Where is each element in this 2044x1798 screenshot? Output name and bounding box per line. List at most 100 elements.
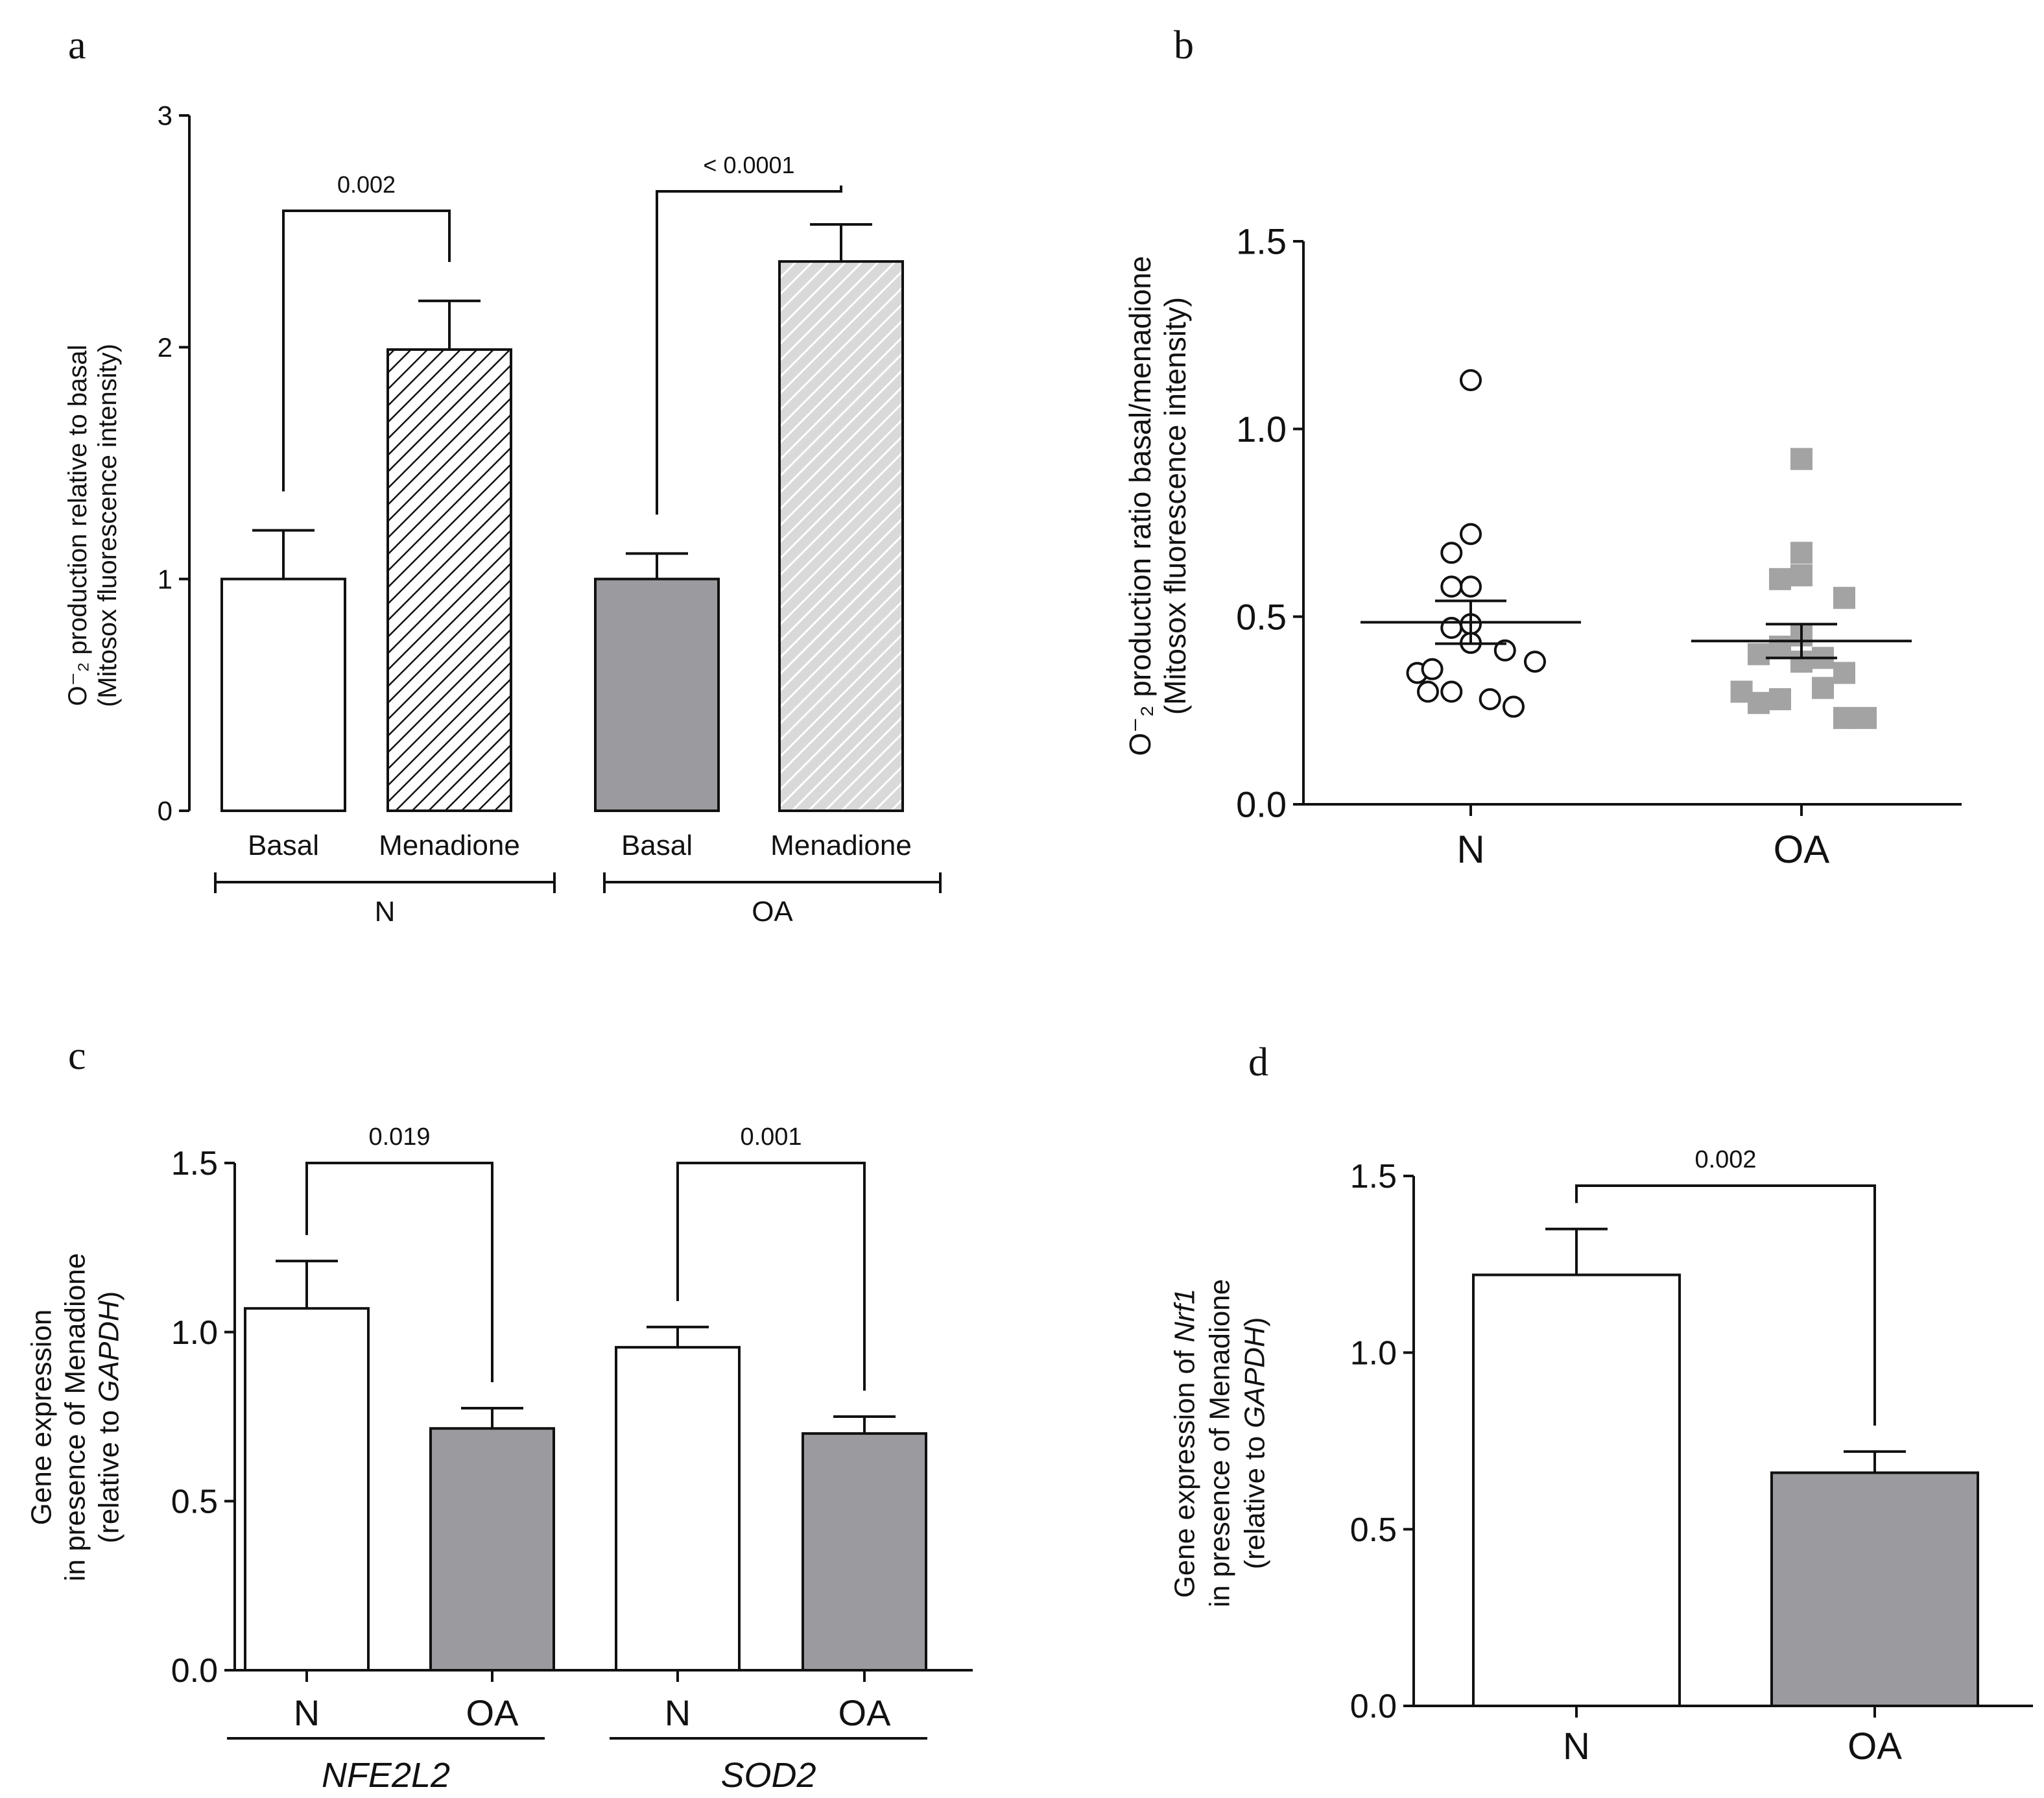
- x-tick-label: OA: [1848, 1725, 1902, 1768]
- data-point: [1493, 639, 1516, 662]
- bar: [802, 1432, 927, 1672]
- data-point: [1417, 680, 1439, 703]
- data-point: [1421, 658, 1444, 680]
- data-point: [1460, 369, 1482, 392]
- y-tick-label: 3: [158, 101, 172, 131]
- y-axis-label-line: (Mitosox fluorescence intensity): [93, 344, 122, 707]
- y-tick-label: 1.0: [1236, 409, 1287, 450]
- y-tick-label: 0.0: [1236, 784, 1287, 825]
- label-segment: ): [1239, 1317, 1270, 1327]
- label-segment: ): [93, 1291, 125, 1301]
- data-point: [1460, 575, 1482, 598]
- y-axis-label: Gene expression of Nrf1 in presence of Me…: [1169, 1279, 1270, 1607]
- significance-bracket: [1575, 1184, 1876, 1426]
- data-point: [1790, 448, 1812, 470]
- bar: [778, 260, 904, 812]
- significance-bracket: [305, 1162, 493, 1382]
- x-tick-label: N: [665, 1692, 691, 1733]
- data-point: [1440, 575, 1463, 598]
- x-tick-label: N: [294, 1692, 320, 1733]
- y-tick-label: 0.0: [171, 1652, 218, 1690]
- y-axis-label-line: Gene expression of Nrf1: [1169, 1289, 1200, 1598]
- data-point: [1833, 706, 1855, 729]
- x-tick-label: OA: [838, 1692, 892, 1733]
- y-tick-label: 1.0: [1350, 1335, 1397, 1372]
- label-segment: Gene expression of: [1169, 1343, 1200, 1598]
- y-tick-label: 1.5: [1236, 221, 1287, 262]
- group-label: OA: [752, 896, 793, 928]
- bar: [429, 1427, 555, 1672]
- data-point: [1748, 691, 1770, 714]
- data-point: [1833, 586, 1855, 609]
- x-tick-label: N: [1456, 828, 1484, 871]
- data-point: [1812, 677, 1834, 699]
- y-axis-label-line: in presence of Menadione: [1204, 1279, 1235, 1607]
- x-tick-label: Basal: [248, 830, 319, 861]
- panel-label: c: [68, 1034, 86, 1078]
- data-point: [1769, 568, 1791, 590]
- y-tick-label: 1.5: [1350, 1158, 1397, 1195]
- panel-label: d: [1248, 1040, 1268, 1085]
- bar: [594, 577, 720, 813]
- data-point: [1748, 643, 1770, 665]
- data-point: [1479, 688, 1501, 710]
- y-axis-label-line: O⁻₂ production relative to basal: [64, 345, 92, 706]
- significance-bracket: [656, 185, 842, 515]
- bar: [1770, 1471, 1979, 1708]
- y-axis-label-line: (relative to GAPDH): [93, 1291, 125, 1544]
- data-point: [1769, 688, 1791, 710]
- y-axis-label-line: in presence of Menadione: [59, 1253, 91, 1581]
- significance-bracket: [676, 1162, 866, 1391]
- p-value-label: 0.002: [337, 171, 396, 198]
- p-value-label: 0.019: [368, 1123, 430, 1151]
- bar: [220, 577, 346, 813]
- p-value-label: < 0.0001: [703, 152, 794, 178]
- label-segment: GAPDH: [1239, 1326, 1270, 1428]
- panel-label: b: [1174, 23, 1194, 67]
- y-axis-label: O⁻₂ production relative to basal (Mitosox…: [64, 344, 122, 707]
- label-segment: (relative to: [93, 1402, 125, 1544]
- y-tick-label: 1.5: [171, 1145, 218, 1182]
- panel-label: a: [68, 23, 86, 67]
- x-tick-label: Menadione: [379, 830, 520, 861]
- data-point: [1790, 564, 1812, 587]
- y-tick-label: 0.5: [171, 1483, 218, 1521]
- x-tick-label: Menadione: [770, 830, 912, 861]
- data-point: [1833, 662, 1855, 684]
- x-tick-label: OA: [466, 1692, 519, 1733]
- x-tick-label: Basal: [621, 830, 693, 861]
- significance-bracket: [282, 210, 451, 492]
- x-tick-label: OA: [1774, 828, 1830, 871]
- group-label: SOD2: [720, 1756, 816, 1795]
- bar: [386, 348, 512, 812]
- y-axis-label-line: Gene expression: [25, 1310, 57, 1526]
- data-point: [1790, 542, 1812, 564]
- label-segment: (relative to: [1239, 1428, 1270, 1570]
- y-tick-label: 0.5: [1236, 596, 1287, 637]
- group-label: NFE2L2: [322, 1756, 450, 1795]
- y-tick-label: 1.0: [171, 1314, 218, 1352]
- data-point: [1503, 695, 1525, 718]
- label-segment: GAPDH: [93, 1301, 125, 1402]
- y-tick-label: 0: [158, 796, 172, 826]
- data-point: [1440, 542, 1463, 564]
- data-point: [1855, 706, 1877, 729]
- y-axis-label: O⁻₂ production ratio basal/menadione (Mit…: [1123, 256, 1192, 756]
- data-point: [1769, 635, 1791, 658]
- y-axis-label: Gene expression in presence of Menadione(…: [25, 1253, 125, 1581]
- bar: [1472, 1273, 1681, 1708]
- y-axis-label-line: O⁻₂ production ratio basal/menadione: [1123, 256, 1157, 756]
- group-label: N: [375, 896, 396, 928]
- data-point: [1460, 523, 1482, 545]
- data-point: [1440, 680, 1463, 703]
- y-tick-label: 2: [158, 332, 172, 363]
- y-tick-label: 0.0: [1350, 1688, 1397, 1725]
- p-value-label: 0.002: [1694, 1146, 1756, 1173]
- data-point: [1524, 651, 1546, 673]
- y-axis-label-line: (Mitosox fluorescence intensity): [1158, 297, 1192, 715]
- bar: [244, 1307, 370, 1672]
- bar: [615, 1346, 741, 1672]
- y-tick-label: 0.5: [1350, 1511, 1397, 1549]
- p-value-label: 0.001: [740, 1123, 802, 1151]
